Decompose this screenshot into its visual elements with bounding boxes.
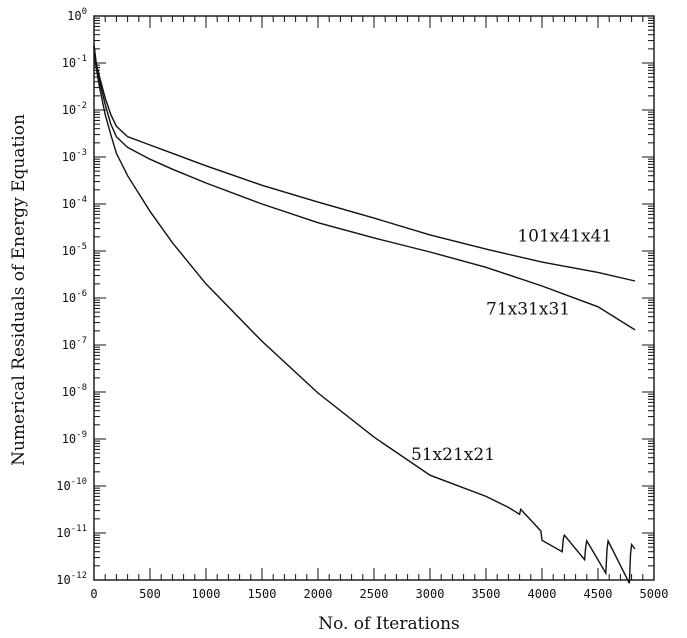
series-line-101x41x41	[93, 44, 636, 282]
y-tick-exponent: -9	[76, 430, 87, 440]
y-tick-exponent: 0	[82, 7, 87, 17]
y-tick-exponent: -3	[76, 148, 87, 158]
y-tick-label: 10-4	[62, 195, 87, 211]
y-tick-base: 10	[56, 479, 70, 493]
y-tick-base: 10	[67, 9, 81, 23]
y-tick-label: 10-3	[62, 148, 87, 164]
series-line-51x21x21	[93, 48, 636, 584]
y-tick-exponent: -4	[76, 195, 87, 205]
y-tick-exponent: -11	[71, 524, 87, 534]
y-tick-base: 10	[56, 526, 70, 540]
y-tick-label: 10-9	[62, 430, 87, 446]
y-tick-exponent: -8	[76, 383, 87, 393]
y-tick-exponent: -2	[76, 101, 87, 111]
y-tick-base: 10	[62, 197, 76, 211]
y-tick-label: 10-6	[62, 289, 87, 305]
y-tick-base: 10	[62, 338, 76, 352]
y-tick-labels: 10010-110-210-310-410-510-610-710-810-91…	[56, 7, 87, 587]
y-tick-label: 100	[67, 7, 87, 23]
x-tick-label: 4000	[528, 587, 557, 601]
series-label: 101x41x41	[517, 227, 612, 247]
x-tick-label: 3000	[416, 587, 445, 601]
x-tick-label: 1500	[248, 587, 277, 601]
x-tick-label: 4500	[584, 587, 613, 601]
y-tick-base: 10	[56, 573, 70, 587]
y-tick-exponent: -6	[76, 289, 87, 299]
y-axis-title: Numerical Residuals of Energy Equation	[9, 114, 29, 466]
y-tick-label: 10-10	[56, 477, 87, 493]
y-tick-label: 10-2	[62, 101, 87, 117]
series-lines	[93, 44, 636, 584]
x-tick-label: 1000	[192, 587, 221, 601]
series-line-71x31x31	[93, 46, 636, 331]
y-tick-label: 10-5	[62, 242, 87, 258]
y-tick-exponent: -12	[71, 571, 87, 581]
x-tick-label: 2000	[304, 587, 333, 601]
y-tick-label: 10-8	[62, 383, 87, 399]
y-tick-exponent: -5	[76, 242, 87, 252]
x-tick-label: 2500	[360, 587, 389, 601]
series-labels: 101x41x41 71x31x31 51x21x21	[411, 227, 612, 466]
x-tick-label: 5000	[640, 587, 669, 601]
y-tick-base: 10	[62, 432, 76, 446]
y-tick-label: 10-11	[56, 524, 87, 540]
x-axis-title: No. of Iterations	[318, 614, 460, 634]
x-tick-label: 3500	[472, 587, 501, 601]
plot-frame	[93, 15, 655, 581]
y-tick-base: 10	[62, 150, 76, 164]
y-tick-base: 10	[62, 291, 76, 305]
y-tick-base: 10	[62, 385, 76, 399]
y-tick-label: 10-12	[56, 571, 87, 587]
x-tick-labels: 0 500 1000 1500 2000 2500 3000 3500 4000 4500 5000	[90, 587, 668, 601]
y-tick-base: 10	[62, 56, 76, 70]
y-tick-exponent: -7	[76, 336, 87, 346]
y-tick-exponent: -10	[71, 477, 87, 487]
y-tick-label: 10-7	[62, 336, 87, 352]
y-tick-label: 10-1	[62, 54, 87, 70]
y-tick-exponent: -1	[76, 54, 87, 64]
series-label: 71x31x31	[486, 299, 570, 319]
x-tick-label: 0	[90, 587, 97, 601]
y-tick-base: 10	[62, 244, 76, 258]
x-tick-label: 500	[139, 587, 161, 601]
y-tick-base: 10	[62, 103, 76, 117]
series-label: 51x21x21	[411, 445, 495, 465]
tick-marks	[93, 15, 655, 581]
